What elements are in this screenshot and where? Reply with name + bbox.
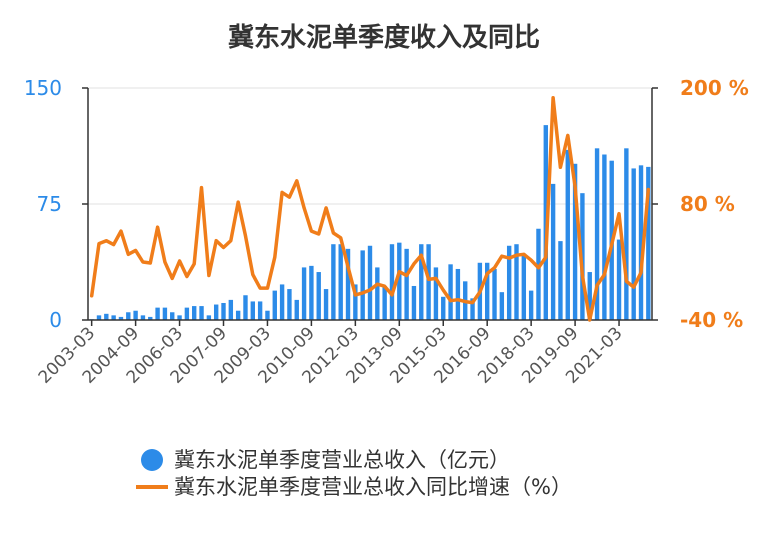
bar <box>426 244 431 320</box>
growth-line <box>89 95 651 322</box>
bar <box>521 253 527 320</box>
bar <box>360 250 365 320</box>
bar <box>367 245 373 320</box>
bar <box>148 316 153 320</box>
ytick-left-0: 0 <box>49 308 62 332</box>
bar <box>133 310 138 320</box>
bar <box>550 183 556 320</box>
bar <box>411 285 417 320</box>
bar <box>177 315 182 320</box>
bar <box>572 163 578 320</box>
bar <box>257 301 263 320</box>
bar <box>528 290 534 320</box>
bar <box>594 148 600 320</box>
bar <box>353 284 358 320</box>
bar <box>221 302 226 320</box>
bar <box>646 166 651 320</box>
bar <box>228 299 234 320</box>
ytick-right-2: 200 % <box>680 76 749 100</box>
bar <box>250 301 256 320</box>
y-axis-left-ticks: 0 75 150 <box>24 76 62 332</box>
bar <box>455 268 461 320</box>
bar <box>206 315 212 320</box>
bar <box>235 310 241 320</box>
bar <box>111 315 116 320</box>
bar <box>389 244 395 320</box>
bar <box>506 245 512 320</box>
bar <box>484 262 490 320</box>
bar <box>243 295 248 320</box>
bar <box>213 304 219 320</box>
bar <box>279 284 285 320</box>
ytick-right-1: 80 % <box>680 192 735 216</box>
y-axis-right-ticks: -40 % 80 % 200 % <box>680 76 749 332</box>
bar <box>624 148 629 320</box>
bar <box>382 285 387 320</box>
bar <box>397 242 402 320</box>
legend: 冀东水泥单季度营业总收入（亿元） 冀东水泥单季度营业总收入同比增速（%） <box>136 448 572 499</box>
bar <box>162 307 168 320</box>
bar <box>375 267 380 320</box>
bar <box>558 241 563 320</box>
bar <box>404 248 409 320</box>
bar <box>301 267 307 320</box>
bar <box>192 306 197 320</box>
bar <box>419 244 424 320</box>
ytick-left-2: 150 <box>24 76 62 100</box>
bar <box>536 228 541 320</box>
bar <box>441 296 446 320</box>
bar <box>155 307 160 320</box>
bar <box>199 306 204 320</box>
x-axis-ticks: 2003-032004-092006-032007-092009-032010-… <box>35 320 627 388</box>
bar <box>638 165 644 320</box>
legend-bar-label: 冀东水泥单季度营业总收入（亿元） <box>174 448 510 472</box>
legend-bar-marker <box>141 449 163 471</box>
bar <box>448 264 453 320</box>
grid <box>88 87 652 205</box>
bar <box>587 272 592 320</box>
chart-title: 冀东水泥单季度收入及同比 <box>228 22 540 53</box>
bar <box>170 312 175 320</box>
bar <box>602 154 607 320</box>
bar <box>514 244 519 320</box>
bar <box>126 312 131 320</box>
legend-line-label: 冀东水泥单季度营业总收入同比增速（%） <box>174 475 572 499</box>
bar <box>287 289 292 320</box>
bar <box>616 239 622 320</box>
bar <box>316 272 321 320</box>
bar <box>631 168 636 320</box>
bar <box>433 267 439 320</box>
bar <box>331 244 336 320</box>
bar <box>338 244 343 320</box>
bar <box>294 299 299 320</box>
bar <box>565 149 570 320</box>
bar <box>118 316 124 320</box>
bar <box>104 313 109 320</box>
bar <box>323 289 329 320</box>
bar <box>184 307 190 320</box>
bar <box>470 298 475 320</box>
bar <box>345 248 351 320</box>
ytick-right-0: -40 % <box>680 308 743 332</box>
bar <box>96 315 102 320</box>
ytick-left-1: 75 <box>37 192 62 216</box>
bar <box>272 290 277 320</box>
bar <box>499 292 505 320</box>
axes <box>82 87 658 321</box>
bar <box>309 265 314 320</box>
bar <box>265 310 270 320</box>
bar <box>140 315 146 320</box>
bar <box>492 268 497 320</box>
